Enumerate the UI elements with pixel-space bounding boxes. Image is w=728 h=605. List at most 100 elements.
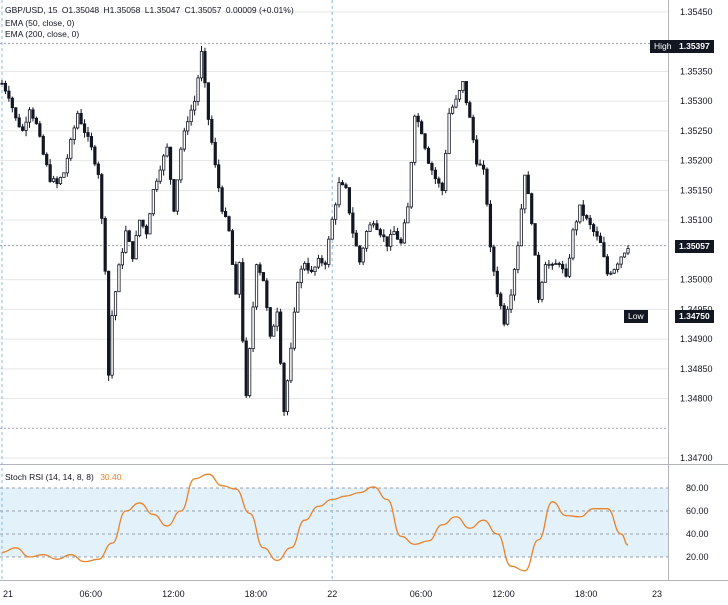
- low-value: L1.35047: [144, 5, 181, 15]
- candle-body: [275, 311, 279, 327]
- candle-body: [251, 306, 255, 350]
- candle-body: [547, 263, 551, 266]
- candle-body: [564, 268, 568, 277]
- candle-body: [199, 51, 204, 79]
- candle-body: [530, 193, 534, 224]
- candle-body: [509, 294, 513, 310]
- candle-body: [279, 311, 283, 364]
- symbol-label: GBP/USD, 15: [5, 5, 58, 15]
- candle-body: [27, 109, 32, 123]
- candle-body: [230, 230, 235, 265]
- candle-body: [347, 187, 351, 214]
- candle-body: [17, 117, 21, 128]
- stoch-tick-label: 60.00: [686, 506, 709, 516]
- time-tick-label: 21: [3, 589, 13, 599]
- candle-body: [361, 247, 365, 263]
- candle-body: [612, 269, 616, 274]
- candle-body: [258, 264, 262, 273]
- candle-body: [48, 164, 52, 182]
- candle-body: [31, 109, 35, 119]
- candle-body: [375, 223, 379, 230]
- candle-body: [536, 254, 541, 300]
- time-tick-label: 23: [652, 589, 662, 599]
- candle-body: [382, 234, 386, 238]
- candle-body: [340, 182, 345, 186]
- candle-body: [622, 252, 627, 258]
- candle-body: [223, 211, 228, 218]
- stoch-tick-label: 80.00: [686, 483, 709, 493]
- candle-body: [471, 116, 475, 141]
- candle-body: [261, 272, 266, 282]
- price-tick-label: 1.35200: [680, 156, 713, 166]
- candle-body: [134, 235, 138, 260]
- candle-body: [598, 235, 603, 243]
- candle-body: [330, 218, 334, 240]
- ema-200-legend: EMA (200, close, 0): [5, 29, 80, 39]
- candle-body: [323, 262, 327, 265]
- candle-body: [371, 223, 376, 226]
- candle-body: [485, 168, 489, 205]
- candle-body: [148, 213, 152, 235]
- candle-body: [447, 112, 451, 154]
- candle-body: [399, 238, 403, 244]
- candle-body: [158, 169, 162, 182]
- candle-body: [337, 182, 341, 206]
- candle-body: [395, 231, 400, 240]
- candle-body: [14, 107, 18, 119]
- candle-body: [285, 380, 290, 412]
- candle-body: [385, 236, 389, 247]
- candle-body: [186, 121, 190, 132]
- price-tick-label: 1.35450: [680, 7, 713, 17]
- candle-body: [351, 212, 355, 234]
- high-label-tag: High: [650, 40, 676, 53]
- candle-body: [96, 163, 100, 175]
- candle-body: [196, 77, 200, 102]
- candle-body: [155, 180, 159, 190]
- candle-body: [409, 162, 413, 208]
- stoch-rsi-label: Stoch RSI (14, 14, 8, 8): [5, 472, 94, 482]
- candle-body: [69, 139, 73, 159]
- candle-body: [241, 262, 245, 342]
- candle-body: [203, 51, 207, 84]
- close-value: C1.35057: [184, 5, 222, 15]
- candle-body: [45, 153, 49, 166]
- candle-body: [488, 203, 493, 248]
- candle-body: [282, 362, 286, 412]
- candle-body: [457, 90, 462, 100]
- candle-body: [268, 307, 272, 337]
- candle-body: [516, 245, 520, 270]
- candle-body: [248, 348, 252, 397]
- candle-body: [543, 264, 548, 283]
- price-tick-label: 1.34800: [680, 394, 713, 404]
- candle-body: [426, 147, 431, 164]
- candle-body: [244, 340, 248, 397]
- stoch-rsi-line: [1, 473, 629, 572]
- time-tick-label: 18:00: [245, 589, 268, 599]
- candle-body: [41, 135, 45, 155]
- candle-body: [595, 231, 599, 237]
- candle-body: [433, 169, 437, 180]
- candle-body: [113, 291, 118, 316]
- candle-body: [554, 263, 558, 265]
- candle-body: [378, 229, 382, 236]
- candle-body: [182, 130, 186, 150]
- price-tick-label: 1.34900: [680, 334, 713, 344]
- candle-body: [320, 258, 324, 264]
- candle-body: [506, 308, 510, 325]
- time-tick-label: 06:00: [410, 589, 433, 599]
- price-tick-label: 1.35000: [680, 275, 713, 285]
- candle-body: [492, 246, 496, 272]
- candle-body: [468, 102, 472, 118]
- ohlc-legend: GBP/USD, 15 O1.35048 H1.35058 L1.35047 C…: [5, 5, 294, 16]
- candle-body: [550, 263, 554, 266]
- candle-body: [107, 270, 111, 376]
- low-value-tag: 1.34750: [675, 310, 714, 323]
- candle-body: [368, 224, 372, 232]
- candle-body: [124, 230, 128, 253]
- candle-body: [574, 221, 579, 231]
- candle-body: [619, 256, 623, 265]
- stoch-band: [0, 488, 668, 557]
- candle-body: [213, 141, 217, 166]
- candle-body: [450, 106, 455, 114]
